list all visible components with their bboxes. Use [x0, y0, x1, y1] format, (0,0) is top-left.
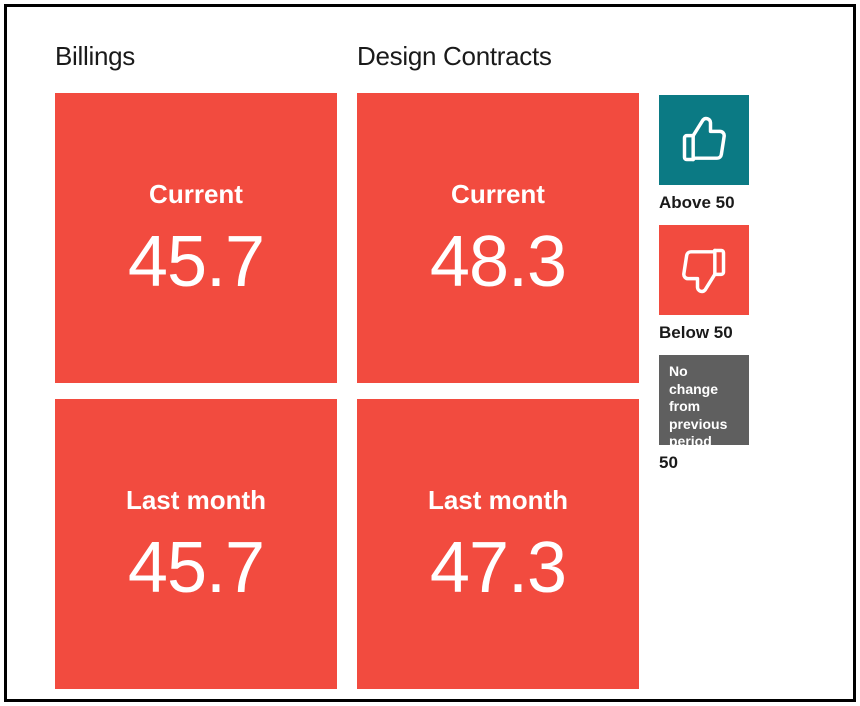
- legend-item-above: Above 50: [659, 95, 799, 213]
- tile-value: 45.7: [128, 226, 264, 298]
- legend-caption: 50: [659, 453, 799, 473]
- tile-value: 47.3: [430, 532, 566, 604]
- legend-item-nochange: No change from previous period 50: [659, 355, 799, 473]
- column-header-design-contracts: Design Contracts: [357, 41, 639, 72]
- tile-value: 45.7: [128, 532, 264, 604]
- legend-caption: Below 50: [659, 323, 799, 343]
- dashboard-frame: Billings Design Contracts Current 45.7 C…: [4, 4, 856, 702]
- thumbs-up-icon: [678, 114, 730, 166]
- legend-swatch-text: No change from previous period: [669, 363, 739, 451]
- legend-swatch-above: [659, 95, 749, 185]
- tile-contracts-current: Current 48.3: [357, 93, 639, 383]
- thumbs-down-icon: [678, 244, 730, 296]
- tile-billings-last: Last month 45.7: [55, 399, 337, 689]
- tile-billings-current: Current 45.7: [55, 93, 337, 383]
- tile-label: Last month: [126, 485, 266, 516]
- tile-label: Current: [451, 179, 545, 210]
- legend-swatch-nochange: No change from previous period: [659, 355, 749, 445]
- column-header-billings: Billings: [55, 41, 337, 72]
- metrics-grid: Billings Design Contracts Current 45.7 C…: [55, 35, 639, 671]
- tile-contracts-last: Last month 47.3: [357, 399, 639, 689]
- tile-label: Last month: [428, 485, 568, 516]
- tile-label: Current: [149, 179, 243, 210]
- tile-value: 48.3: [430, 226, 566, 298]
- legend-swatch-below: [659, 225, 749, 315]
- legend-caption: Above 50: [659, 193, 799, 213]
- legend: Above 50 Below 50 No change from previou…: [659, 35, 799, 671]
- legend-item-below: Below 50: [659, 225, 799, 343]
